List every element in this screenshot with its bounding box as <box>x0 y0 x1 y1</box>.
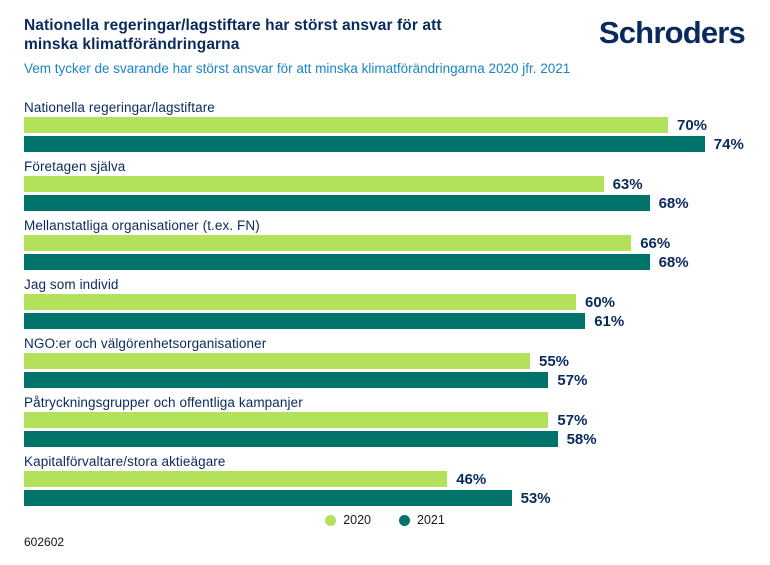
legend-dot-2020 <box>325 514 337 526</box>
chart-row: Påtryckningsgrupper och offentliga kampa… <box>24 395 746 448</box>
bar-line-2021: 61% <box>24 312 746 330</box>
bar-chart: Nationella regeringar/lagstiftare 70% 74% F… <box>24 100 746 507</box>
bar-line-2020: 57% <box>24 411 746 429</box>
value-label-2020: 63% <box>612 175 643 193</box>
bar-2021 <box>24 136 705 152</box>
value-label-2020: 66% <box>640 234 671 252</box>
value-label-2020: 46% <box>456 470 487 488</box>
footer-code: 602602 <box>24 535 65 549</box>
legend-label-2021: 2021 <box>417 513 445 527</box>
chart-row: Jag som individ 60% 61% <box>24 277 746 330</box>
bar-line-2021: 74% <box>24 135 746 153</box>
bar-2020 <box>24 471 448 487</box>
value-label-2021: 61% <box>594 312 625 330</box>
value-label-2020: 57% <box>557 411 588 429</box>
bar-line-2021: 53% <box>24 489 746 507</box>
legend-item-2020: 2020 <box>325 513 371 527</box>
category-label: Påtryckningsgrupper och offentliga kampa… <box>24 395 303 410</box>
bar-2020 <box>24 117 668 133</box>
bar-line-2020: 46% <box>24 470 746 488</box>
bar-line-2021: 57% <box>24 371 746 389</box>
bar-line-2020: 70% <box>24 116 746 134</box>
chart-subtitle: Vem tycker de svarande har störst ansvar… <box>24 61 571 76</box>
schroders-logo: Schroders <box>598 15 746 50</box>
chart-row: Mellanstatliga organisationer (t.ex. FN)… <box>24 218 746 271</box>
bar-2021 <box>24 254 650 270</box>
bar-2020 <box>24 235 632 251</box>
legend-label-2020: 2020 <box>343 513 371 527</box>
category-label: Nationella regeringar/lagstiftare <box>24 100 215 115</box>
page-title: Nationella regeringar/lagstiftare har st… <box>24 16 570 54</box>
bar-2020 <box>24 353 530 369</box>
legend-dot-2021 <box>399 514 410 526</box>
chart-row: NGO:er och välgörenhetsorganisationer 55%… <box>24 336 746 389</box>
bar-line-2020: 66% <box>24 234 746 252</box>
bar-2021 <box>24 372 549 388</box>
legend-item-2021: 2021 <box>399 513 445 527</box>
page-title-line1: Nationella regeringar/lagstiftare har st… <box>24 17 442 34</box>
bar-2021 <box>24 431 558 447</box>
bar-line-2021: 68% <box>24 253 746 271</box>
bar-2020 <box>24 294 576 310</box>
value-label-2020: 55% <box>539 352 570 370</box>
header-titles: Nationella regeringar/lagstiftare har st… <box>24 16 570 76</box>
bar-line-2021: 58% <box>24 430 746 448</box>
bar-line-2021: 68% <box>24 194 746 212</box>
header: Nationella regeringar/lagstiftare har st… <box>0 0 770 77</box>
value-label-2021: 68% <box>658 253 689 271</box>
chart-row: Företagen själva 63% 68% <box>24 159 746 212</box>
bar-line-2020: 63% <box>24 175 746 193</box>
page-title-line2: minska klimatförändringarna <box>24 36 240 53</box>
value-label-2020: 60% <box>585 293 616 311</box>
chart-legend: 2020 2021 <box>0 513 770 527</box>
category-label: NGO:er och välgörenhetsorganisationer <box>24 336 267 351</box>
category-label: Företagen själva <box>24 159 126 174</box>
bar-line-2020: 60% <box>24 293 746 311</box>
category-label: Mellanstatliga organisationer (t.ex. FN) <box>24 218 260 233</box>
value-label-2021: 57% <box>557 371 588 389</box>
value-label-2021: 53% <box>520 489 551 507</box>
category-label: Jag som individ <box>24 277 119 292</box>
bar-2021 <box>24 490 512 506</box>
chart-row: Kapitalförvaltare/stora aktieägare 46% 53% <box>24 454 746 507</box>
bar-line-2020: 55% <box>24 352 746 370</box>
value-label-2020: 70% <box>677 116 708 134</box>
bar-2021 <box>24 195 650 211</box>
bar-2020 <box>24 412 549 428</box>
category-label: Kapitalförvaltare/stora aktieägare <box>24 454 226 469</box>
value-label-2021: 74% <box>713 135 744 153</box>
bar-2021 <box>24 313 586 329</box>
chart-row: Nationella regeringar/lagstiftare 70% 74% <box>24 100 746 153</box>
value-label-2021: 58% <box>566 430 597 448</box>
bar-2020 <box>24 176 604 192</box>
value-label-2021: 68% <box>658 194 689 212</box>
